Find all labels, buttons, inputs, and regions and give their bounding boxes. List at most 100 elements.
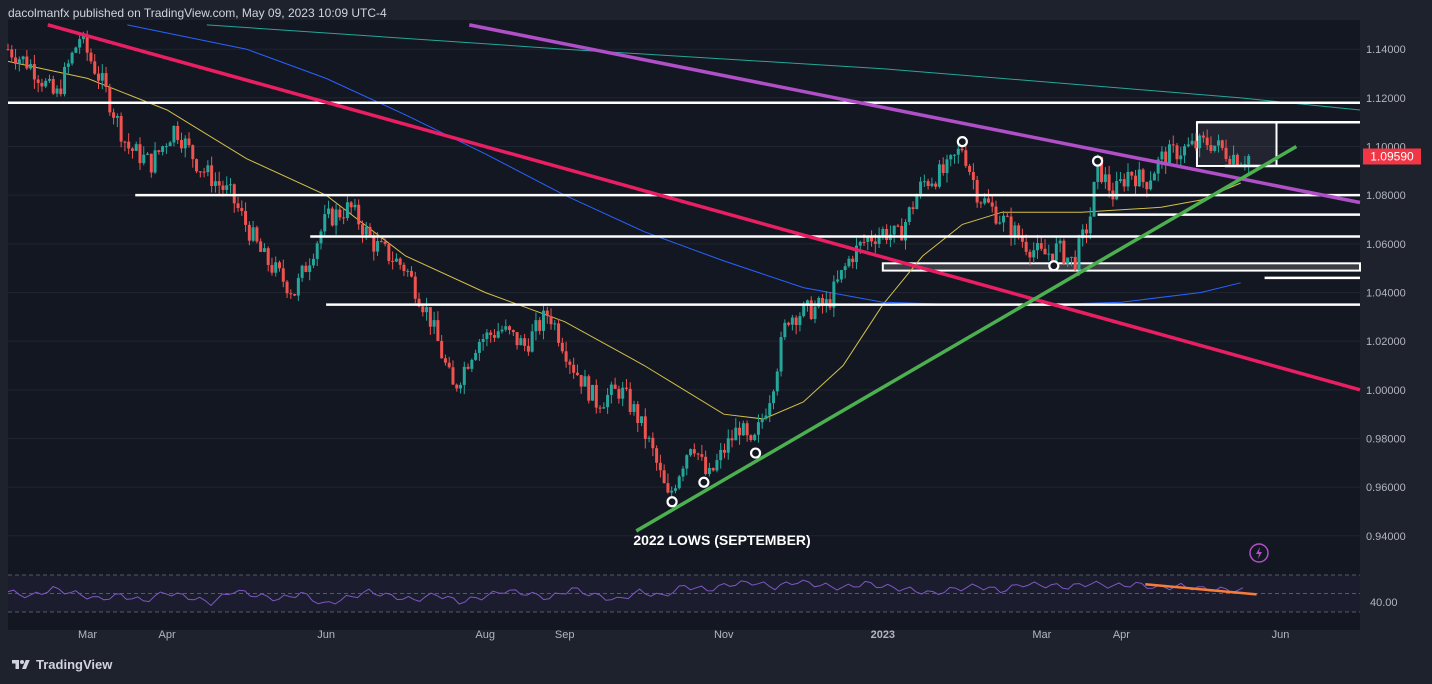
candle-body [1183, 146, 1187, 156]
candle-body [994, 206, 998, 224]
candle-body [636, 404, 640, 424]
candle-body [677, 476, 681, 489]
footer-branding[interactable]: TradingView [10, 657, 112, 672]
candle-body [281, 268, 285, 282]
candle-body [85, 34, 89, 53]
candle-body [836, 279, 840, 282]
candle-body [828, 299, 832, 308]
candle-body [655, 448, 659, 463]
x-tick-label: Nov [714, 629, 734, 641]
candle-body [1224, 147, 1228, 159]
candle-body [926, 181, 930, 187]
candle-body [1115, 181, 1119, 200]
candle-body [285, 281, 289, 294]
x-tick-label: Mar [1032, 629, 1051, 641]
candle-body [715, 460, 719, 471]
candle-body [1096, 156, 1100, 182]
candle-body [700, 454, 704, 457]
candle-body [1017, 225, 1021, 238]
candle-body [511, 330, 515, 333]
candle-body [296, 277, 300, 296]
candle-body [685, 455, 689, 469]
publish-header: dacolmanfx published on TradingView.com,… [8, 6, 387, 20]
candle-body [221, 185, 225, 190]
candle-body [228, 184, 232, 186]
candle-body [1216, 140, 1220, 146]
candle-body [198, 171, 202, 173]
candle-body [941, 164, 945, 174]
candle-body [670, 490, 674, 493]
candle-body [632, 404, 636, 412]
candle-body [274, 262, 278, 273]
candle-body [1002, 215, 1006, 223]
candle-body [300, 265, 304, 278]
candle-body [334, 209, 338, 226]
candle-body [783, 322, 787, 338]
candle-body [1209, 145, 1213, 151]
candle-body [662, 470, 666, 484]
y-tick-label: 1.06000 [1366, 239, 1406, 251]
candle-body [523, 338, 527, 346]
candle-body [51, 78, 55, 94]
candle-body [741, 423, 745, 436]
candle-body [353, 204, 357, 208]
candle-body [496, 331, 500, 338]
candle-body [153, 150, 157, 173]
candle-body [293, 293, 297, 296]
rsi-axis-label: 40.00 [1370, 597, 1398, 609]
chart-grid [8, 48, 1360, 537]
candle-body [526, 345, 530, 352]
candle-body [387, 243, 391, 261]
candle-body [59, 88, 63, 95]
candle-body [112, 112, 116, 118]
trendline [635, 145, 1298, 533]
candle-body [519, 338, 523, 346]
swing-marker [1091, 155, 1104, 167]
candle-body [187, 138, 191, 146]
candle-body [986, 198, 990, 203]
candle-body [832, 281, 836, 308]
candle-body [949, 155, 953, 160]
candle-body [447, 362, 451, 368]
candle-body [934, 183, 938, 187]
candle-body [500, 329, 504, 332]
candle-body [515, 332, 519, 346]
candle-body [821, 298, 825, 306]
candle-body [772, 391, 776, 404]
candle-body [983, 198, 987, 204]
candle-body [97, 73, 101, 81]
candle-body [1013, 225, 1017, 238]
candle-body [251, 227, 255, 241]
candle-body [21, 56, 25, 60]
candle-body [1107, 174, 1111, 191]
candle-body [304, 265, 308, 272]
current-price-label: 1.09590 [1370, 149, 1414, 163]
y-tick-label: 0.98000 [1366, 433, 1406, 445]
candle-body [734, 427, 738, 441]
candle-body [719, 449, 723, 461]
candle-body [738, 427, 742, 436]
candle-body [466, 366, 470, 369]
candle-body [93, 61, 97, 74]
candle-body [866, 237, 870, 242]
tradingview-logo-icon [12, 659, 30, 669]
candle-body [485, 332, 489, 340]
candle-body [726, 438, 730, 453]
candle-body [953, 154, 957, 156]
candle-body [364, 226, 368, 235]
candle-body [756, 422, 760, 435]
trendline [47, 23, 1361, 392]
y-tick-label: 0.94000 [1366, 531, 1406, 543]
candle-body [979, 202, 983, 204]
candle-body [474, 352, 478, 360]
candle-body [594, 384, 598, 408]
candle-body [628, 388, 632, 412]
candle-body [968, 165, 972, 172]
candle-body [32, 64, 36, 80]
lightning-icon[interactable] [1249, 543, 1269, 563]
candle-body [195, 159, 199, 172]
y-tick-label: 1.04000 [1366, 288, 1406, 300]
candle-body [244, 210, 248, 225]
candle-body [704, 456, 708, 475]
